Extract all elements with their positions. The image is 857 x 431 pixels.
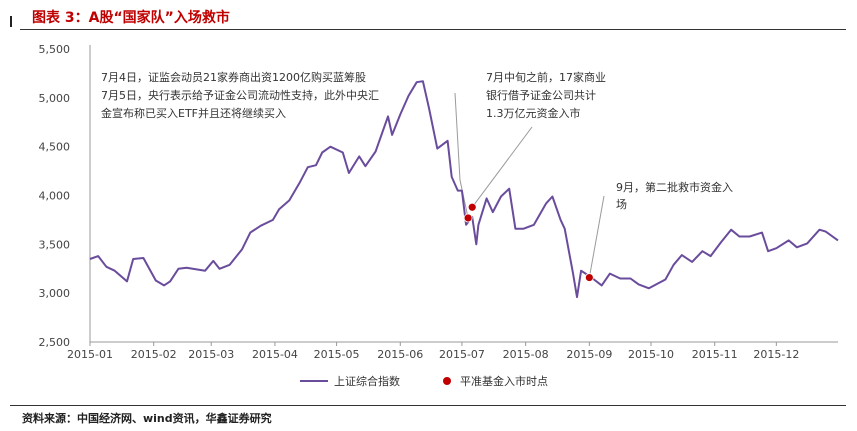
leader-line-2 xyxy=(471,126,533,208)
stabilization-fund-point-2 xyxy=(467,202,477,212)
legend-label-index: 上证综合指数 xyxy=(334,374,400,388)
y-tick-label: 5,500 xyxy=(39,43,71,56)
x-tick-label: 2015-02 xyxy=(131,348,177,361)
source-note: 资料来源：中国经济网、wind资讯，华鑫证券研究 xyxy=(22,412,272,425)
annotation-2-line-3: 1.3万亿元资金入市 xyxy=(486,106,581,120)
stabilization-fund-point-1 xyxy=(463,213,473,223)
x-tick-label: 2015-09 xyxy=(566,348,612,361)
x-tick-label: 2015-12 xyxy=(753,348,799,361)
y-tick-label: 3,500 xyxy=(39,238,71,251)
leader-line-1 xyxy=(454,92,469,219)
annotation-3-line-1: 9月，第二批救市资金入 xyxy=(616,180,733,194)
x-tick-label: 2015-08 xyxy=(503,348,549,361)
legend-label-fund: 平准基金入市时点 xyxy=(460,374,548,388)
x-tick-label: 2015-04 xyxy=(252,348,298,361)
legend-marker-swatch xyxy=(443,377,451,385)
y-tick-label: 5,000 xyxy=(39,92,71,105)
stabilization-fund-point-3 xyxy=(584,273,594,282)
annotation-1-line-1: 7月4日，证监会动员21家券商出资1200亿购买蓝筹股 xyxy=(101,70,366,84)
y-tick-label: 4,000 xyxy=(39,190,71,203)
footer-rule xyxy=(10,405,846,406)
y-tick-label: 4,500 xyxy=(39,141,71,154)
series-line-shanghai-composite xyxy=(89,80,839,299)
x-tick-label: 2015-05 xyxy=(314,348,360,361)
x-tick-label: 2015-10 xyxy=(628,348,674,361)
title-tick xyxy=(10,16,22,27)
x-tick-label: 2015-01 xyxy=(67,348,113,361)
annotation-1-line-2: 7月5日，央行表示给予证金公司流动性支持，此外中央汇 xyxy=(101,88,379,102)
leader-line-3 xyxy=(588,195,605,278)
chart-title: 图表 3：A股“国家队”入场救市 xyxy=(32,10,230,26)
annotation-3-line-2: 场 xyxy=(616,197,627,211)
x-tick-label: 2015-03 xyxy=(188,348,234,361)
y-tick-label: 2,500 xyxy=(39,336,71,349)
header-bar: 图表 3：A股“国家队”入场救市 xyxy=(10,4,846,30)
annotation-2-line-1: 7月中旬之前，17家商业 xyxy=(486,70,606,84)
y-tick-label: 3,000 xyxy=(39,287,71,300)
x-tick-label: 2015-07 xyxy=(439,348,485,361)
x-tick-label: 2015-11 xyxy=(692,348,738,361)
title-rule xyxy=(20,29,846,30)
annotation-2-line-2: 银行借予证金公司共计 xyxy=(486,88,596,102)
annotation-1-line-3: 金宣布称已买入ETF并且还将继续买入 xyxy=(101,106,286,120)
x-tick-label: 2015-06 xyxy=(377,348,423,361)
